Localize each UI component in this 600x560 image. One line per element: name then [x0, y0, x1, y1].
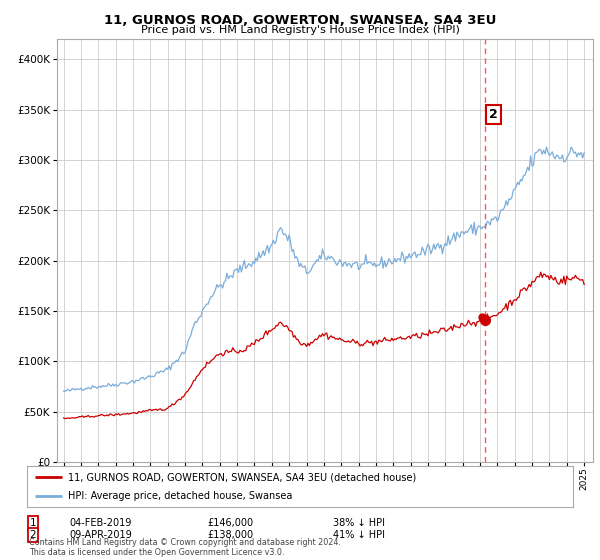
Text: £138,000: £138,000: [207, 530, 253, 540]
Text: 04-FEB-2019: 04-FEB-2019: [69, 518, 131, 528]
Text: 1: 1: [29, 518, 37, 528]
Text: 41% ↓ HPI: 41% ↓ HPI: [333, 530, 385, 540]
Text: 38% ↓ HPI: 38% ↓ HPI: [333, 518, 385, 528]
Text: 11, GURNOS ROAD, GOWERTON, SWANSEA, SA4 3EU (detached house): 11, GURNOS ROAD, GOWERTON, SWANSEA, SA4 …: [68, 473, 416, 482]
Text: 09-APR-2019: 09-APR-2019: [69, 530, 132, 540]
Text: Contains HM Land Registry data © Crown copyright and database right 2024.
This d: Contains HM Land Registry data © Crown c…: [29, 538, 341, 557]
Text: HPI: Average price, detached house, Swansea: HPI: Average price, detached house, Swan…: [68, 491, 292, 501]
Text: Price paid vs. HM Land Registry's House Price Index (HPI): Price paid vs. HM Land Registry's House …: [140, 25, 460, 35]
Text: 2: 2: [489, 108, 498, 121]
Text: 2: 2: [29, 530, 37, 540]
Text: 11, GURNOS ROAD, GOWERTON, SWANSEA, SA4 3EU: 11, GURNOS ROAD, GOWERTON, SWANSEA, SA4 …: [104, 14, 496, 27]
Text: £146,000: £146,000: [207, 518, 253, 528]
